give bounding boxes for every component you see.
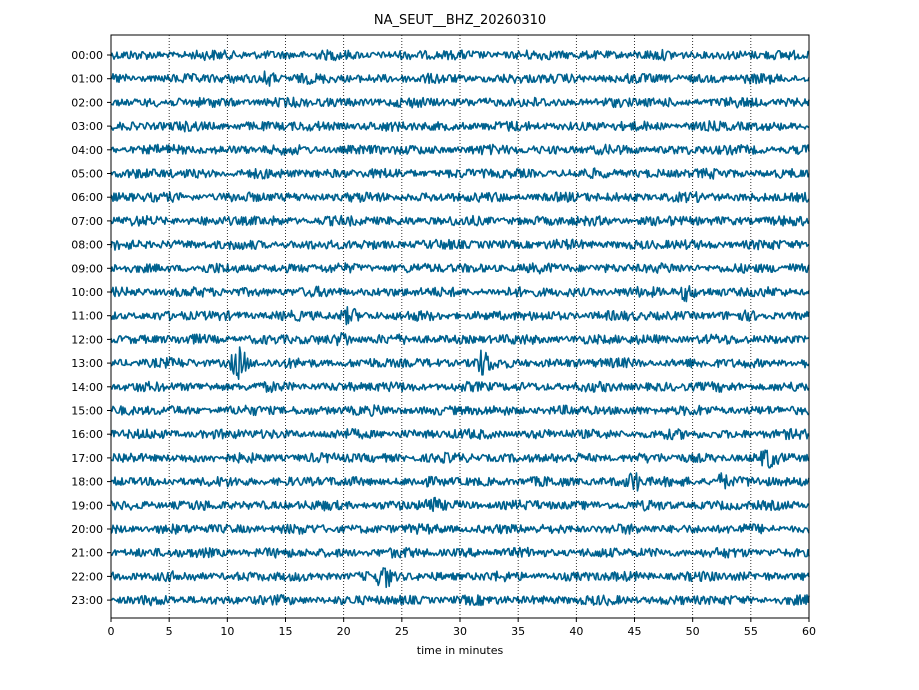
trace-1100 [110, 305, 810, 326]
trace-1000 [110, 285, 810, 303]
row-label: 08:00 [71, 239, 103, 252]
row-label: 23:00 [71, 594, 103, 607]
x-tick-label: 45 [628, 625, 642, 638]
trace-2100 [110, 546, 810, 559]
row-label: 22:00 [71, 570, 103, 583]
chart-title: NA_SEUT__BHZ_20260310 [374, 13, 546, 28]
trace-0700 [110, 214, 810, 227]
row-label: 12:00 [71, 333, 103, 346]
row-label: 01:00 [71, 73, 103, 86]
row-label: 16:00 [71, 428, 103, 441]
row-label: 07:00 [71, 215, 103, 228]
row-label: 10:00 [71, 286, 103, 299]
x-tick-label: 20 [337, 625, 351, 638]
x-axis-label: time in minutes [417, 644, 504, 657]
x-axis: 0 5 10 15 20 25 30 35 40 45 50 55 60 [108, 618, 816, 638]
x-tick-label: 15 [279, 625, 293, 638]
trace-1800 [110, 472, 810, 492]
x-tick-label: 0 [108, 625, 115, 638]
row-label: 02:00 [71, 96, 103, 109]
row-label: 13:00 [71, 357, 103, 370]
trace-group [110, 48, 810, 607]
row-label: 19:00 [71, 499, 103, 512]
row-label: 09:00 [71, 262, 103, 275]
trace-0100 [110, 70, 810, 87]
row-label: 21:00 [71, 547, 103, 560]
x-tick-label: 55 [744, 625, 758, 638]
trace-0800 [110, 238, 810, 251]
trace-1200 [110, 331, 810, 347]
row-label: 15:00 [71, 405, 103, 418]
grid-lines [168, 35, 752, 618]
y-axis: 00:00 01:00 02:00 03:00 04:00 05:00 06:00 07:00… [71, 49, 111, 607]
row-label: 06:00 [71, 191, 103, 204]
trace-2000 [110, 523, 810, 535]
x-tick-label: 30 [453, 625, 467, 638]
trace-1700 [110, 449, 810, 469]
x-tick-label: 50 [686, 625, 700, 638]
x-tick-label: 40 [569, 625, 583, 638]
trace-2300 [110, 593, 810, 607]
x-tick-label: 10 [220, 625, 234, 638]
row-label: 14:00 [71, 381, 103, 394]
trace-0000 [110, 48, 810, 62]
x-tick-label: 35 [511, 625, 525, 638]
x-tick-label: 60 [802, 625, 816, 638]
row-label: 17:00 [71, 452, 103, 465]
trace-0300 [110, 120, 810, 133]
x-tick-label: 5 [166, 625, 173, 638]
row-label: 11:00 [71, 310, 103, 323]
row-label: 05:00 [71, 168, 103, 181]
x-tick-label: 25 [395, 625, 409, 638]
row-label: 18:00 [71, 476, 103, 489]
row-label: 04:00 [71, 144, 103, 157]
trace-0400 [110, 143, 810, 156]
row-label: 00:00 [71, 49, 103, 62]
row-label: 20:00 [71, 523, 103, 536]
row-label: 03:00 [71, 120, 103, 133]
